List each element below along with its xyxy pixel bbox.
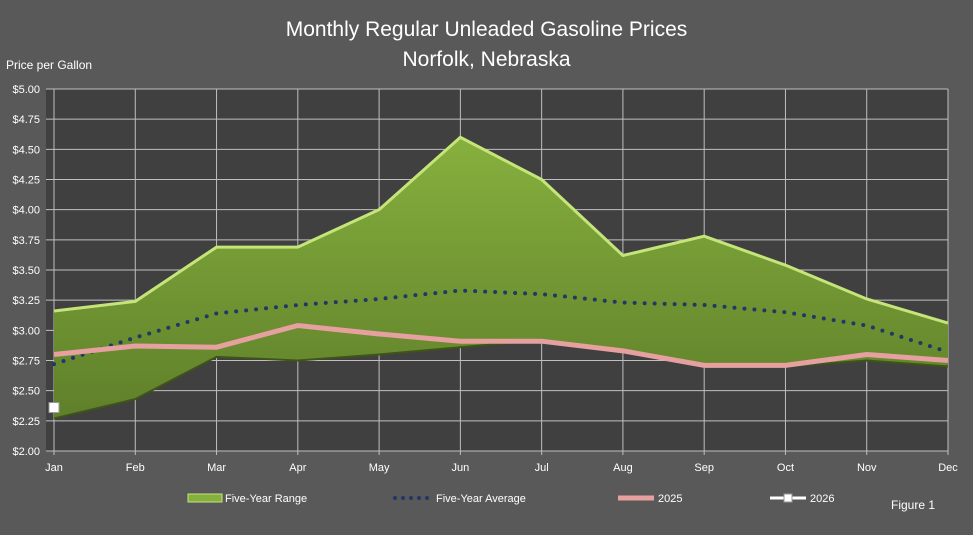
y-tick-label: $4.50 [12, 144, 40, 156]
y-tick-label: $5.00 [12, 84, 40, 96]
legend-label: Five-Year Range [225, 493, 307, 505]
five-year-range-area [54, 137, 948, 419]
marker-2026 [48, 402, 60, 414]
x-tick-label: Apr [289, 462, 306, 474]
x-tick-label: Sep [694, 462, 714, 474]
x-tick-label: Dec [938, 462, 958, 474]
x-tick-label: Jan [45, 462, 63, 474]
y-tick-label: $3.00 [12, 325, 40, 337]
legend-label: Five-Year Average [436, 493, 526, 505]
y-tick-label: $2.00 [12, 446, 40, 458]
y-tick-label: $3.75 [12, 235, 40, 247]
figure-label: Figure 1 [891, 498, 936, 512]
legend-label: 2025 [658, 493, 682, 505]
x-tick-label: Feb [126, 462, 145, 474]
y-tick-label: $2.75 [12, 356, 40, 368]
x-tick-label: Aug [613, 462, 633, 474]
x-tick-label: May [369, 462, 390, 474]
y-tick-label: $2.25 [12, 416, 40, 428]
x-tick-label: Mar [207, 462, 226, 474]
y-axis-label: Price per Gallon [6, 58, 93, 72]
x-tick-label: Jun [451, 462, 469, 474]
line-2025 [53, 322, 949, 368]
y-tick-label: $4.00 [12, 205, 40, 217]
x-tick-label: Nov [857, 462, 877, 474]
chart-subtitle: Norfolk, Nebraska [402, 48, 571, 71]
chart-title: Monthly Regular Unleaded Gasoline Prices [285, 18, 688, 41]
y-tick-label: $2.50 [12, 386, 40, 398]
y-tick-label: $3.50 [12, 265, 40, 277]
legend-marker-2026 [783, 493, 793, 503]
x-tick-label: Oct [777, 462, 794, 474]
five-year-range-high-edge [53, 135, 949, 325]
y-tick-label: $3.25 [12, 295, 40, 307]
legend-label: 2026 [810, 493, 834, 505]
x-tick-label: Jul [535, 462, 549, 474]
y-tick-label: $4.25 [12, 175, 40, 187]
legend-swatch-range [187, 493, 223, 503]
y-tick-label: $4.75 [12, 114, 40, 126]
